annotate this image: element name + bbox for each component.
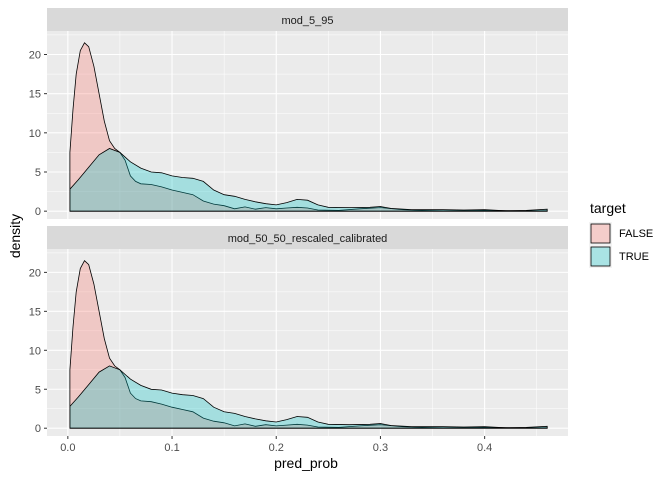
panel-background <box>47 31 568 219</box>
density-area-true <box>69 365 548 429</box>
legend-label: TRUE <box>619 251 649 263</box>
y-axis-title: density <box>7 214 23 258</box>
legend-key-swatch <box>590 246 611 267</box>
x-tick-label: 0.0 <box>60 442 75 454</box>
legend-key-swatch <box>590 223 611 244</box>
legend-key-background <box>589 245 612 268</box>
facet-strip-label: mod_50_50_rescaled_calibrated <box>228 233 388 245</box>
y-tick-label: 20 <box>29 50 41 62</box>
facet-strip <box>47 8 568 31</box>
legend-key-background <box>589 222 612 245</box>
density-area-true <box>69 148 548 212</box>
x-tick-label: 0.2 <box>269 442 284 454</box>
y-tick-label: 0 <box>35 206 41 218</box>
y-tick-label: 0 <box>35 423 41 435</box>
legend-label: FALSE <box>619 228 653 240</box>
legend-title: target <box>590 200 626 216</box>
x-tick-label: 0.3 <box>373 442 388 454</box>
y-tick-label: 5 <box>35 384 41 396</box>
y-tick-label: 10 <box>29 128 41 140</box>
facet-strip-label: mod_5_95 <box>282 15 334 27</box>
x-tick-label: 0.1 <box>164 442 179 454</box>
facet-strip <box>47 226 568 249</box>
y-tick-label: 15 <box>29 306 41 318</box>
y-tick-label: 15 <box>29 89 41 101</box>
x-axis-title: pred_prob <box>274 455 338 471</box>
y-tick-label: 10 <box>29 345 41 357</box>
panel-background <box>47 249 568 436</box>
y-tick-label: 20 <box>29 267 41 279</box>
y-tick-label: 5 <box>35 167 41 179</box>
x-tick-label: 0.4 <box>477 442 492 454</box>
